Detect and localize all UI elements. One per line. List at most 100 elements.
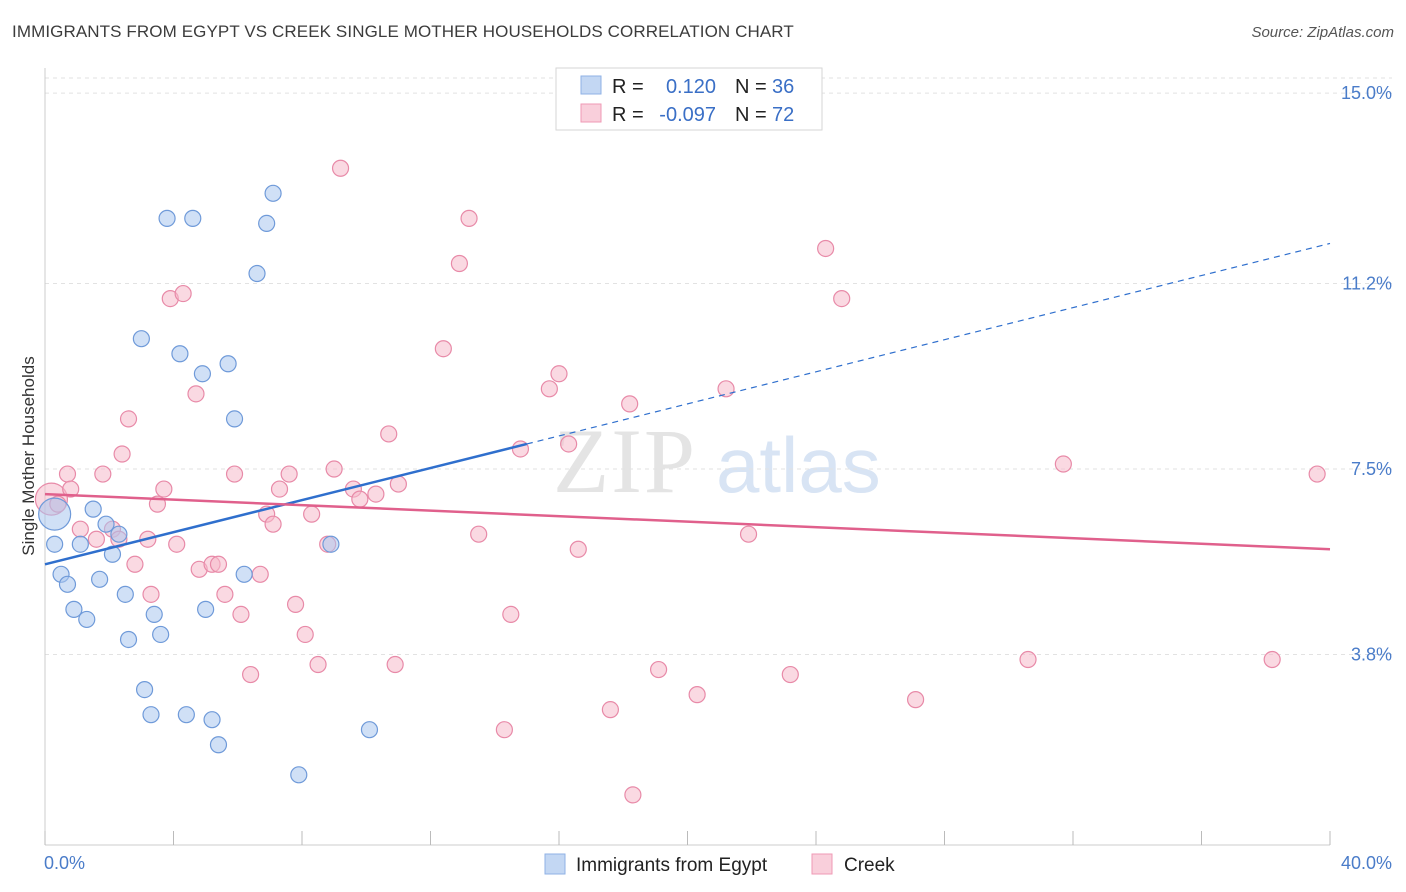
egypt-point (116, 585, 134, 603)
creek-point (833, 289, 851, 308)
egypt-point (132, 330, 150, 348)
legend-swatch-creek (580, 103, 602, 123)
creek-point (717, 380, 735, 398)
creek-trend-line (44, 492, 1331, 551)
egypt-point (38, 497, 72, 531)
egypt-point (65, 600, 83, 618)
creek-point (286, 595, 305, 613)
egypt-trend-extension (526, 242, 1331, 445)
creek-point (1308, 465, 1326, 483)
creek-point (155, 480, 173, 498)
legend-r-label-egypt: R = (612, 76, 644, 98)
creek-point (58, 465, 77, 483)
egypt-point (145, 605, 163, 624)
creek-point (264, 515, 282, 533)
legend-n-label-egypt: N = (735, 76, 767, 98)
egypt-point (203, 711, 221, 729)
series-legend: Immigrants from Egypt Creek (544, 853, 895, 876)
series-legend-swatch-egypt (544, 853, 566, 875)
egypt-points (38, 184, 379, 784)
watermark-atlas: atlas (716, 421, 881, 509)
creek-point (251, 565, 269, 583)
creek-point (142, 585, 160, 603)
egypt-point (225, 410, 244, 428)
egypt-point (219, 355, 237, 373)
creek-point (1019, 650, 1037, 669)
legend-n-value-egypt: 36 (772, 76, 794, 98)
legend-n-value-creek: 72 (772, 104, 794, 126)
egypt-point (360, 721, 379, 739)
creek-point (460, 209, 478, 227)
creek-point (540, 380, 558, 398)
creek-point (325, 460, 343, 478)
series-legend-label-creek: Creek (844, 855, 895, 876)
creek-point (187, 385, 205, 403)
creek-point (225, 465, 244, 483)
egypt-point (171, 345, 189, 363)
egypt-point (46, 535, 64, 553)
creek-point (739, 525, 758, 543)
egypt-point (193, 365, 212, 383)
y-tick-label: 15.0% (1341, 83, 1392, 103)
chart-source: Source: ZipAtlas.com (1251, 24, 1394, 41)
watermark: ZIP atlas (553, 410, 881, 512)
creek-point (367, 485, 385, 503)
x-tick-label-max: 40.0% (1341, 853, 1392, 873)
creek-point (174, 284, 192, 303)
legend-r-value-creek: -0.097 (659, 104, 716, 126)
creek-point (62, 480, 80, 498)
creek-point (71, 520, 89, 538)
series-legend-label-egypt: Immigrants from Egypt (576, 855, 768, 876)
creek-point (434, 340, 452, 358)
chart-title: IMMIGRANTS FROM EGYPT VS CREEK SINGLE MO… (12, 22, 794, 41)
egypt-point (152, 625, 170, 644)
creek-point (126, 555, 144, 573)
series-legend-swatch-creek (811, 853, 833, 875)
creek-point (781, 665, 799, 684)
creek-point (351, 490, 369, 508)
x-tick-label-min: 0.0% (44, 853, 85, 873)
egypt-point (197, 600, 215, 618)
creek-point (303, 505, 321, 523)
egypt-point (235, 565, 253, 583)
creek-point (906, 691, 925, 709)
egypt-point (142, 706, 160, 724)
creek-point (386, 655, 404, 674)
egypt-point (91, 570, 109, 588)
creek-point (502, 605, 520, 624)
creek-point (1054, 455, 1072, 473)
creek-point (380, 425, 398, 443)
creek-point (296, 625, 314, 644)
egypt-point (110, 525, 128, 543)
egypt-point (97, 515, 115, 533)
y-tick-label: 11.2% (1342, 274, 1392, 294)
creek-point (495, 721, 513, 739)
creek-point (1263, 650, 1281, 669)
creek-point (168, 535, 186, 553)
egypt-point (258, 214, 276, 232)
creek-point (113, 445, 131, 463)
creek-point (94, 465, 112, 483)
creek-point (649, 660, 668, 679)
legend-r-value-egypt: 0.120 (666, 76, 716, 98)
egypt-point (209, 736, 228, 754)
creek-point (560, 435, 578, 453)
creek-point (331, 159, 350, 177)
egypt-point (78, 610, 96, 629)
correlation-legend: R = 0.120 N = 36 R = -0.097 N = 72 (555, 67, 823, 131)
egypt-point (119, 630, 138, 649)
x-ticks (44, 831, 1331, 845)
egypt-point (177, 706, 195, 724)
egypt-point (84, 500, 102, 518)
creek-point (450, 254, 469, 273)
egypt-point (264, 184, 282, 202)
creek-point (470, 525, 488, 543)
egypt-point (290, 766, 308, 784)
creek-point (817, 239, 835, 258)
egypt-point (58, 575, 77, 593)
creek-point (550, 365, 568, 383)
egypt-point (71, 535, 89, 553)
watermark-zip: ZIP (553, 410, 697, 512)
egypt-point (322, 535, 340, 553)
